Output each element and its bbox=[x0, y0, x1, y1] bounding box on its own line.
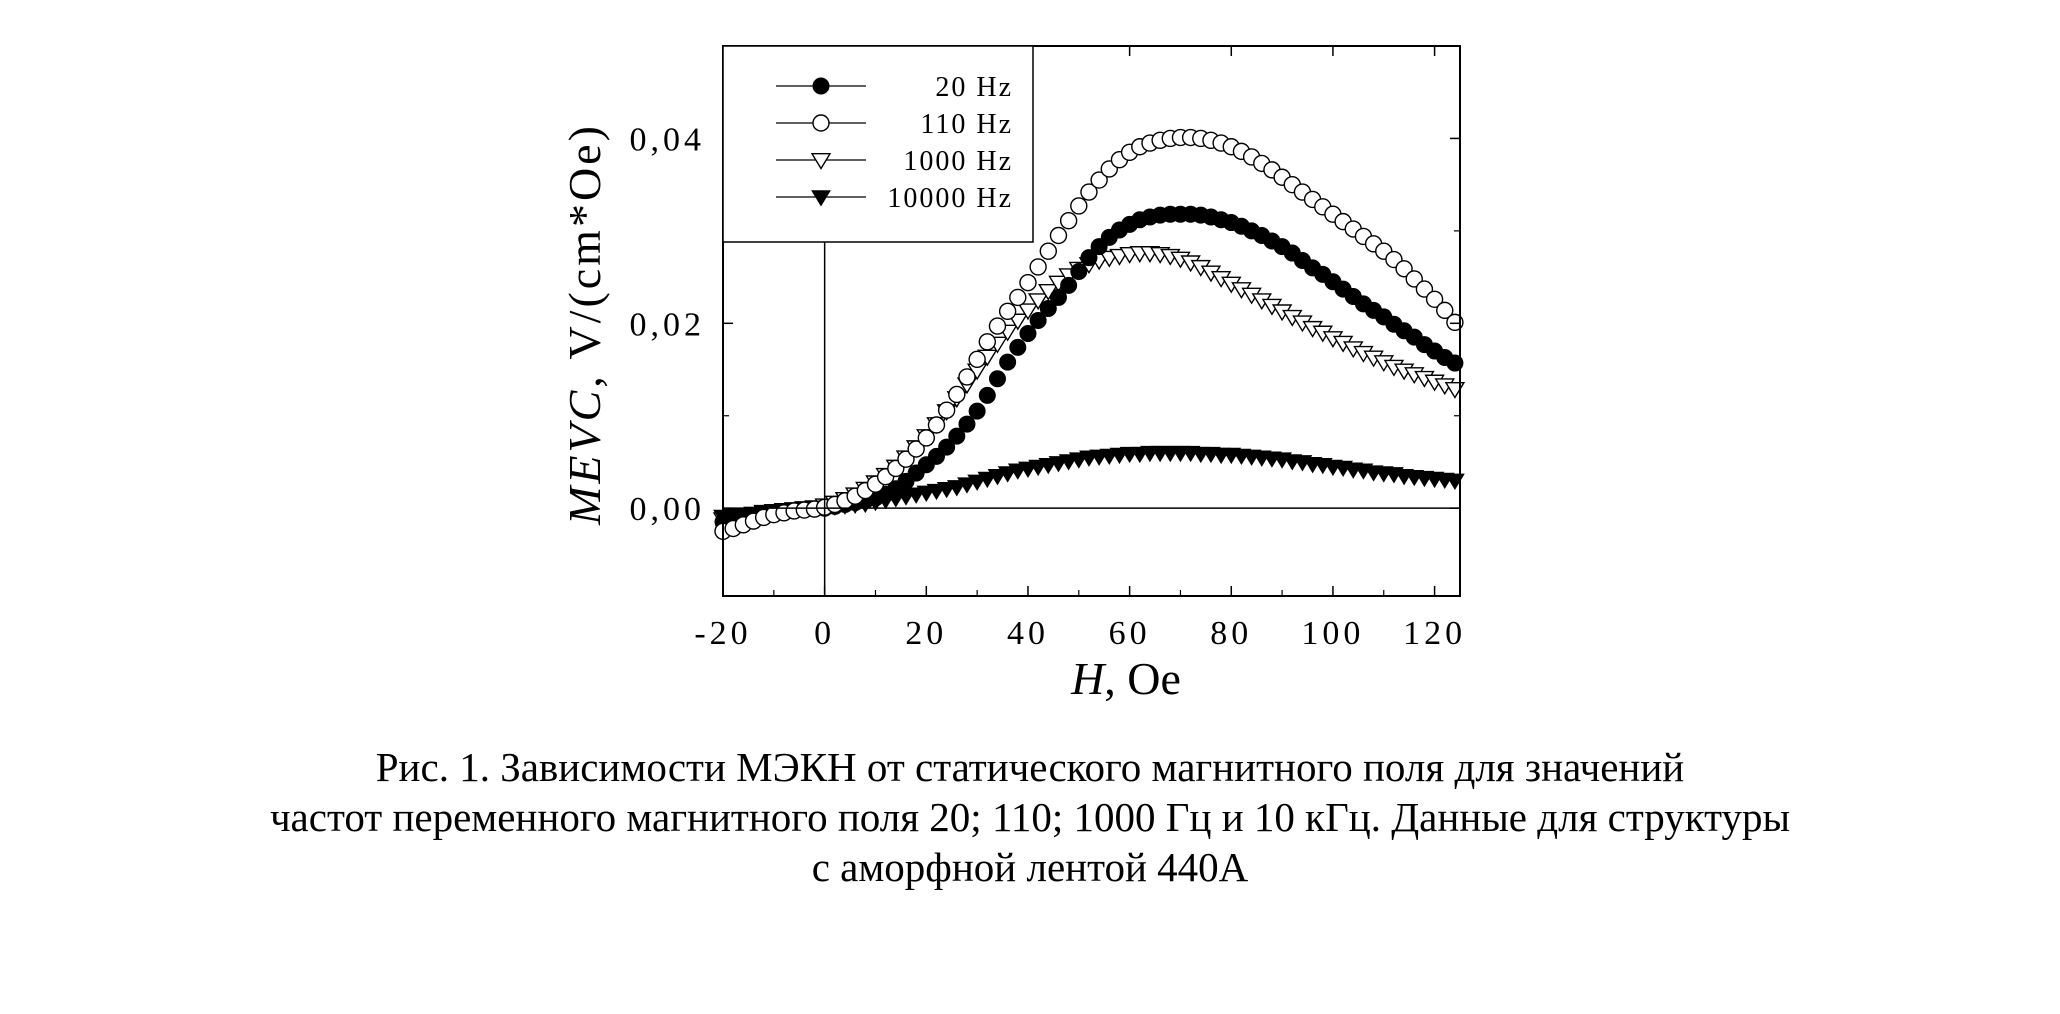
x-tick-label: 20 bbox=[905, 615, 947, 652]
data-point bbox=[1039, 300, 1057, 318]
data-point bbox=[1070, 197, 1088, 215]
data-point bbox=[907, 440, 925, 458]
data-point bbox=[948, 427, 966, 445]
legend-label: 1000 Hz bbox=[903, 146, 1013, 177]
data-point bbox=[917, 429, 936, 447]
data-point bbox=[897, 450, 915, 468]
x-tick-label: 100 bbox=[1301, 615, 1364, 652]
x-axis-title-symbol: H bbox=[1070, 653, 1107, 704]
data-point bbox=[1029, 312, 1047, 330]
data-point bbox=[1405, 270, 1423, 288]
legend-marker bbox=[810, 152, 832, 170]
data-point bbox=[987, 469, 1008, 486]
legend-marker bbox=[812, 114, 830, 132]
y-axis-title: MEVC, V/(cm*Oe) bbox=[559, 123, 610, 526]
data-point bbox=[1049, 288, 1067, 306]
data-point bbox=[958, 415, 976, 433]
data-point bbox=[937, 401, 956, 419]
data-point bbox=[1090, 171, 1108, 189]
data-point bbox=[978, 386, 996, 404]
x-tick-label: 40 bbox=[1007, 615, 1049, 652]
data-point bbox=[1009, 338, 1027, 356]
series-110-hz bbox=[714, 128, 1464, 540]
series-20-hz bbox=[714, 205, 1464, 531]
data-point bbox=[1060, 276, 1078, 294]
plot-area bbox=[712, 128, 1466, 540]
data-point bbox=[968, 350, 986, 369]
data-point bbox=[999, 353, 1017, 371]
data-point bbox=[1059, 212, 1078, 230]
data-point bbox=[1049, 226, 1068, 245]
data-point bbox=[1007, 313, 1029, 331]
data-point bbox=[998, 302, 1017, 320]
data-point bbox=[1436, 301, 1454, 320]
data-point bbox=[1080, 249, 1098, 267]
legend-label: 110 Hz bbox=[920, 109, 1013, 140]
data-point bbox=[948, 385, 966, 404]
x-tick-label: -20 bbox=[694, 615, 751, 652]
data-point bbox=[1039, 242, 1057, 260]
x-axis-title-unit: , Oe bbox=[1104, 653, 1181, 704]
data-point bbox=[1425, 290, 1444, 308]
y-tick-label: 0,04 bbox=[630, 121, 706, 158]
caption-line-1: Рис. 1. Зависимости МЭКН от статического… bbox=[375, 744, 1685, 790]
data-point bbox=[977, 471, 998, 489]
data-point bbox=[957, 477, 977, 494]
data-point bbox=[1446, 313, 1464, 332]
data-point bbox=[1446, 354, 1464, 372]
legend: 20 Hz 110 Hz 1000 Hz 10000 Hz bbox=[722, 45, 1034, 243]
legend-box bbox=[722, 45, 1034, 243]
data-point bbox=[1017, 303, 1039, 321]
data-point bbox=[927, 416, 946, 434]
data-point bbox=[1027, 293, 1049, 311]
data-point bbox=[1019, 273, 1037, 292]
data-point bbox=[1029, 258, 1047, 276]
legend-marker bbox=[812, 77, 830, 95]
y-tick-label: 0,00 bbox=[630, 491, 706, 528]
data-point bbox=[958, 368, 976, 386]
legend-label: 20 Hz bbox=[935, 72, 1013, 103]
figure-caption: Рис. 1. Зависимости МЭКН от статического… bbox=[0, 742, 2060, 892]
legend-label: 10000 Hz bbox=[887, 183, 1013, 214]
data-point bbox=[1415, 280, 1434, 298]
y-axis-title-symbol: MEVC bbox=[559, 388, 610, 526]
data-point bbox=[1070, 263, 1088, 281]
plot-frame bbox=[722, 45, 1461, 597]
x-axis-title: H, Oe bbox=[1070, 653, 1181, 704]
x-tick-label: 120 bbox=[1403, 615, 1466, 652]
data-point bbox=[1395, 260, 1413, 278]
data-point bbox=[938, 438, 956, 456]
x-tick-label: 60 bbox=[1109, 615, 1151, 652]
axes: -20 0 20 40 60 80 100 120 0,00 0,02 0,04 bbox=[630, 45, 1466, 652]
y-tick-label: 0,02 bbox=[630, 306, 706, 343]
data-point bbox=[997, 466, 1018, 483]
data-point bbox=[1080, 183, 1098, 201]
data-point bbox=[978, 333, 997, 351]
data-point bbox=[1019, 324, 1037, 342]
y-axis-title-unit: , V/(cm*Oe) bbox=[559, 123, 610, 388]
data-point bbox=[988, 317, 1007, 335]
caption-line-2: частот переменного магнитного поля 20; 1… bbox=[269, 794, 1791, 840]
data-point bbox=[1444, 381, 1466, 399]
data-point bbox=[988, 370, 1006, 388]
x-tick-label: 0 bbox=[814, 615, 835, 652]
data-point bbox=[968, 402, 986, 420]
chart: -20 0 20 40 60 80 100 120 0,00 0,02 0,04 20 Hz 110 … bbox=[559, 45, 1466, 704]
data-point bbox=[1009, 288, 1027, 307]
x-tick-label: 80 bbox=[1210, 615, 1252, 652]
data-point bbox=[946, 480, 967, 497]
caption-line-3: с аморфной лентой 440А bbox=[811, 844, 1249, 890]
axis-titles: H, Oe MEVC, V/(cm*Oe) bbox=[559, 123, 1181, 704]
data-point bbox=[967, 474, 988, 491]
legend-marker bbox=[811, 190, 831, 207]
